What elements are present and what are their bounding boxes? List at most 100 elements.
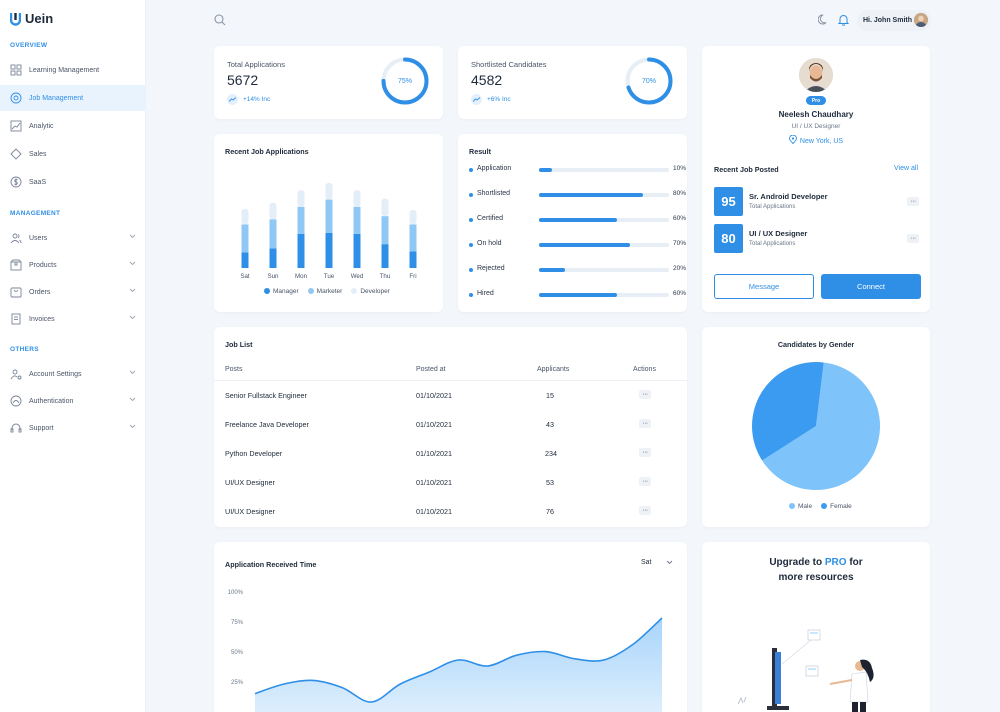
- column-header-posts[interactable]: Posts: [225, 366, 243, 373]
- job-post-count: 80: [714, 224, 743, 253]
- progress-percent: 70%: [641, 77, 656, 85]
- bar-manager-tue[interactable]: [325, 232, 333, 268]
- sidebar-item-users[interactable]: Users: [0, 225, 146, 251]
- view-all-link[interactable]: View all: [894, 165, 918, 172]
- card-title: Job List: [225, 340, 253, 349]
- column-header-actions[interactable]: Actions: [633, 366, 656, 373]
- bar-marketer-mon[interactable]: [297, 206, 305, 234]
- legend-item-marketer[interactable]: Marketer: [307, 288, 342, 295]
- upgrade-pro-text: PRO: [824, 557, 847, 568]
- table-row[interactable]: Senior Fullstack Engineer 01/10/2021 15 …: [214, 382, 687, 411]
- chart-legend: Manager Marketer Developer: [264, 288, 390, 295]
- message-button[interactable]: Message: [714, 274, 814, 299]
- progress-track: [539, 268, 669, 272]
- bar-developer-tue[interactable]: [325, 183, 333, 200]
- column-header-applicants[interactable]: Applicants: [537, 366, 570, 373]
- area-line[interactable]: [254, 617, 663, 703]
- table-row[interactable]: UI/UX Designer 01/10/2021 76 ···: [214, 498, 687, 527]
- more-options-icon[interactable]: ···: [639, 506, 651, 515]
- progress-percent: 75%: [397, 77, 412, 85]
- bar-developer-wed[interactable]: [353, 190, 361, 207]
- bar-manager-mon[interactable]: [297, 233, 305, 268]
- bar-marketer-tue[interactable]: [325, 199, 333, 233]
- chevron-down-icon: [129, 397, 136, 402]
- upgrade-card: Upgrade to PRO for more resources: [702, 542, 930, 712]
- sidebar-item-account-settings[interactable]: Account Settings: [0, 361, 146, 387]
- bar-developer-mon[interactable]: [297, 190, 305, 207]
- sidebar-item-job-management[interactable]: Job Management: [0, 85, 146, 111]
- progress-fill: [539, 193, 643, 197]
- bar-marketer-wed[interactable]: [353, 206, 361, 234]
- sidebar-item-orders[interactable]: Orders: [0, 279, 146, 305]
- bar-developer-fri[interactable]: [409, 209, 417, 225]
- sidebar-item-support[interactable]: Support: [0, 415, 146, 441]
- bar-marketer-fri[interactable]: [409, 224, 417, 252]
- x-tick-label: Wed: [351, 273, 364, 280]
- sidebar-item-analytic[interactable]: Analytic: [0, 113, 146, 139]
- result-label: Application: [477, 165, 512, 172]
- sidebar-item-saas[interactable]: SaaS: [0, 169, 146, 195]
- result-row-certified: Certified 60%: [469, 215, 686, 227]
- bar-developer-sun[interactable]: [269, 202, 277, 220]
- more-options-icon[interactable]: ···: [907, 197, 919, 206]
- cell-applicants: 53: [546, 478, 554, 487]
- chart-legend: Male Female: [789, 503, 852, 510]
- bar-manager-thu[interactable]: [381, 244, 389, 268]
- sidebar-item-invoices[interactable]: Invoices: [0, 306, 146, 332]
- day-select[interactable]: Sat: [638, 555, 678, 569]
- bar-manager-wed[interactable]: [353, 233, 361, 268]
- sidebar-item-sales[interactable]: Sales: [0, 141, 146, 167]
- upgrade-text: for: [846, 557, 863, 568]
- bar-manager-fri[interactable]: [409, 251, 417, 268]
- card-title: Result: [469, 147, 491, 156]
- sidebar-item-label: Support: [29, 424, 54, 432]
- y-tick-label: 50%: [230, 650, 243, 656]
- lock-icon: [10, 395, 22, 407]
- pie-slice-female[interactable]: [752, 362, 824, 461]
- legend-item-developer[interactable]: Developer: [351, 288, 390, 295]
- moon-icon[interactable]: [818, 14, 829, 25]
- area-chart: [254, 617, 663, 712]
- legend-item-manager[interactable]: Manager: [264, 288, 299, 295]
- recent-job-post[interactable]: 95 Sr. Android Developer Total Applicati…: [714, 187, 919, 217]
- bell-icon[interactable]: [838, 14, 849, 26]
- more-options-icon[interactable]: ···: [639, 448, 651, 457]
- x-tick-label: Sun: [267, 273, 279, 280]
- legend-item-male[interactable]: Male: [789, 503, 812, 510]
- pie-slice-male[interactable]: [762, 362, 880, 490]
- recent-job-post[interactable]: 80 UI / UX Designer Total Applications ·…: [714, 224, 919, 254]
- x-tick-label: Fri: [409, 273, 416, 280]
- bar-developer-sat[interactable]: [241, 208, 249, 225]
- more-options-icon[interactable]: ···: [639, 419, 651, 428]
- user-greeting: Hi. John Smith: [863, 17, 912, 24]
- column-header-posted-at[interactable]: Posted at: [416, 366, 446, 373]
- bar-marketer-sun[interactable]: [269, 219, 277, 249]
- more-options-icon[interactable]: ···: [907, 234, 919, 243]
- progress-fill: [539, 168, 552, 172]
- table-row[interactable]: UI/UX Designer 01/10/2021 53 ···: [214, 469, 687, 498]
- bar-marketer-sat[interactable]: [241, 224, 249, 253]
- result-percent: 70%: [672, 240, 686, 247]
- more-options-icon[interactable]: ···: [639, 390, 651, 399]
- table-row[interactable]: Python Developer 01/10/2021 234 ···: [214, 440, 687, 469]
- bar-marketer-thu[interactable]: [381, 216, 389, 245]
- sidebar-item-products[interactable]: Products: [0, 252, 146, 278]
- more-options-icon[interactable]: ···: [639, 477, 651, 486]
- profile-location: New York, US: [702, 134, 930, 145]
- day-select-value: Sat: [641, 558, 652, 566]
- sidebar-item-authentication[interactable]: Authentication: [0, 388, 146, 414]
- search-icon[interactable]: [214, 14, 226, 26]
- connect-button[interactable]: Connect: [821, 274, 921, 299]
- app-logo[interactable]: Uein: [10, 11, 53, 26]
- user-menu[interactable]: Hi. John Smith: [857, 10, 931, 31]
- legend-item-female[interactable]: Female: [821, 503, 852, 510]
- x-tick-label: Sat: [240, 273, 250, 280]
- cart-icon: [10, 287, 22, 298]
- bar-developer-thu[interactable]: [381, 198, 389, 217]
- bar-manager-sat[interactable]: [241, 252, 249, 268]
- job-post-subtitle: Total Applications: [749, 204, 796, 210]
- sidebar-item-learning-management[interactable]: Learning Management: [0, 57, 146, 83]
- bar-manager-sun[interactable]: [269, 248, 277, 268]
- card-title: Candidates by Gender: [777, 340, 855, 349]
- table-row[interactable]: Freelance Java Developer 01/10/2021 43 ·…: [214, 411, 687, 440]
